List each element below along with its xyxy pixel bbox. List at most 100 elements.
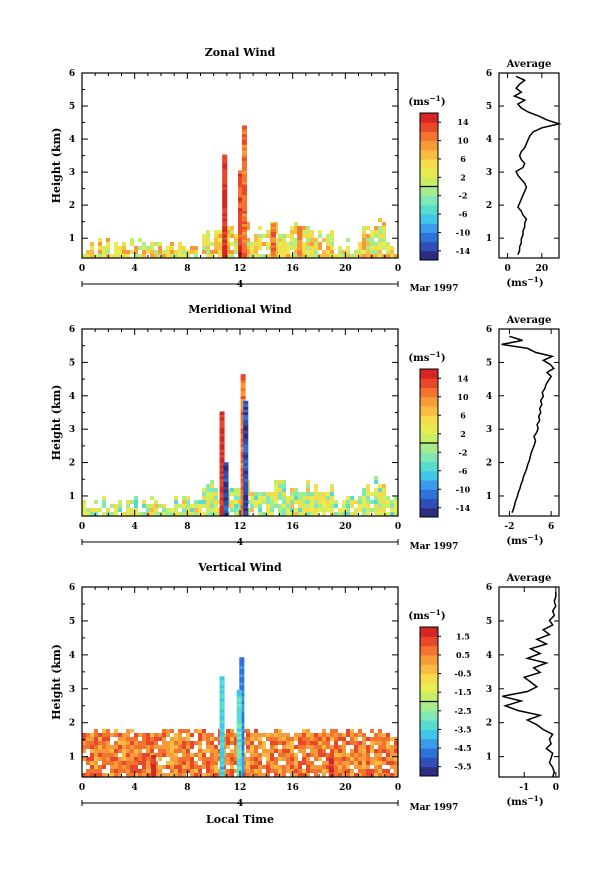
profile-y-tick-label: 5 (486, 102, 492, 112)
profile-y-tick-label: 1 (486, 234, 492, 244)
profile-x-tick-label: -1 (519, 783, 529, 793)
profile-y-tick-label: 2 (486, 719, 492, 729)
colorbar-swatch (420, 195, 438, 206)
colorbar-tick-label: -3.5 (454, 724, 471, 734)
colorbar-tick-label: 14 (457, 373, 469, 383)
x-tick-label: 20 (339, 783, 352, 793)
y-tick-label: 5 (69, 617, 75, 627)
profile-y-tick-label: 3 (486, 685, 492, 695)
colorbar-tick-label: 6 (460, 410, 466, 420)
colorbar-swatch (420, 140, 438, 151)
profile-y-tick-label: 3 (486, 168, 492, 178)
colorbar: 14 10 6 2 -2 -6 -10 -14 (ms−1) (408, 350, 471, 518)
profile-y-tick-label: 4 (486, 392, 492, 402)
heatmap-cells (82, 374, 398, 517)
colorbar-swatch (420, 131, 438, 142)
y-tick-label: 3 (69, 685, 75, 695)
colorbar-swatch (420, 433, 438, 444)
y-tick-label: 3 (69, 425, 75, 435)
colorbar-swatch (420, 223, 438, 233)
colorbar-swatch (420, 480, 438, 490)
colorbar-swatch (420, 729, 438, 740)
profile-y-tick-label: 3 (486, 425, 492, 435)
profile-line (501, 335, 555, 513)
x-tick-label: 12 (234, 783, 247, 793)
colorbar-unit: (ms−1) (408, 608, 445, 622)
y-axis-label: Height (km) (50, 385, 63, 461)
colorbar-tick-label: -14 (456, 503, 471, 513)
x-tick-label: 16 (286, 264, 299, 274)
x-tick-label: 0 (395, 264, 401, 274)
colorbar: 14 10 6 2 -2 -6 -10 -14 (ms−1) (408, 94, 471, 261)
x-tick-label: 4 (132, 783, 138, 793)
x-tick-label: 16 (286, 783, 299, 793)
colorbar-swatch (420, 627, 438, 637)
y-tick-label: 5 (69, 102, 75, 112)
profile-line (512, 75, 562, 255)
colorbar-swatch (420, 461, 438, 472)
colorbar-tick-label: -2.5 (454, 706, 471, 716)
y-tick-label: 4 (69, 392, 75, 402)
colorbar: 1.5 0.5 -0.5 -1.5 -2.5 -3.5 -4.5 -5.5 (ms−1) (408, 608, 472, 777)
plot-title: Meridional Wind (188, 303, 292, 316)
colorbar-swatch (420, 443, 438, 453)
x-tick-label: 8 (184, 783, 190, 793)
colorbar-tick-label: 14 (457, 117, 469, 127)
colorbar-tick-label: 0.5 (456, 650, 470, 660)
profile-x-label: (ms−1) (506, 533, 543, 547)
x-tick-label: 8 (184, 264, 190, 274)
profile-y-tick-label: 6 (486, 69, 492, 79)
colorbar-swatch (420, 664, 438, 675)
y-tick-label: 3 (69, 168, 75, 178)
colorbar-swatch (420, 692, 438, 702)
colorbar-swatch (420, 701, 438, 712)
profile-y-tick-label: 4 (486, 135, 492, 145)
colorbar-swatch (420, 113, 438, 123)
colorbar-swatch (420, 636, 438, 647)
colorbar-tick-label: 1.5 (456, 631, 470, 641)
x-tick-label: 4 (132, 264, 138, 274)
colorbar-tick-label: 10 (457, 136, 469, 146)
colorbar-swatch (420, 232, 438, 243)
average-profile: Average 1 2 3 4 5 6 -1 0 (ms−1) (486, 573, 560, 808)
colorbar-swatch (420, 177, 438, 187)
colorbar-swatch (420, 241, 438, 252)
colorbar-swatch (420, 452, 438, 462)
colorbar-tick-label: -10 (456, 227, 471, 237)
colorbar-swatch (420, 424, 438, 435)
colorbar-swatch (420, 168, 438, 178)
colorbar-tick-label: 2 (460, 172, 466, 182)
profile-frame (498, 586, 560, 778)
profile-y-tick-label: 4 (486, 651, 492, 661)
colorbar-swatch (420, 186, 438, 197)
date-month-label: Mar 1997 (410, 803, 459, 813)
y-tick-label: 1 (69, 492, 75, 502)
colorbar-unit: (ms−1) (408, 350, 445, 364)
y-tick-label: 6 (69, 69, 75, 79)
plot-title: Zonal Wind (205, 46, 276, 59)
colorbar-swatch (420, 369, 438, 379)
x-axis-label: Local Time (206, 813, 274, 826)
x-tick-label: 16 (286, 522, 299, 532)
x-tick-label: 0 (79, 783, 85, 793)
colorbar-tick-label: -0.5 (454, 669, 471, 679)
profile-y-tick-label: 2 (486, 201, 492, 211)
y-tick-label: 6 (69, 583, 75, 593)
plot-frame (81, 328, 399, 517)
colorbar-tick-label: 2 (460, 429, 466, 439)
y-tick-label: 4 (69, 651, 75, 661)
profile-y-tick-label: 1 (486, 753, 492, 763)
y-axis-label: Height (km) (50, 128, 63, 204)
colorbar-tick-label: -10 (456, 484, 471, 494)
profile-title: Average (506, 59, 552, 70)
colorbar-swatch (420, 415, 438, 425)
colorbar-swatch (420, 204, 438, 215)
y-axis-label: Height (km) (50, 644, 63, 720)
date-month-label: Mar 1997 (410, 284, 459, 294)
heatmap-cells (82, 125, 398, 259)
profile-y-tick-label: 5 (486, 617, 492, 627)
profile-y-tick-label: 5 (486, 358, 492, 368)
profile-x-tick-label: -2 (504, 522, 514, 532)
